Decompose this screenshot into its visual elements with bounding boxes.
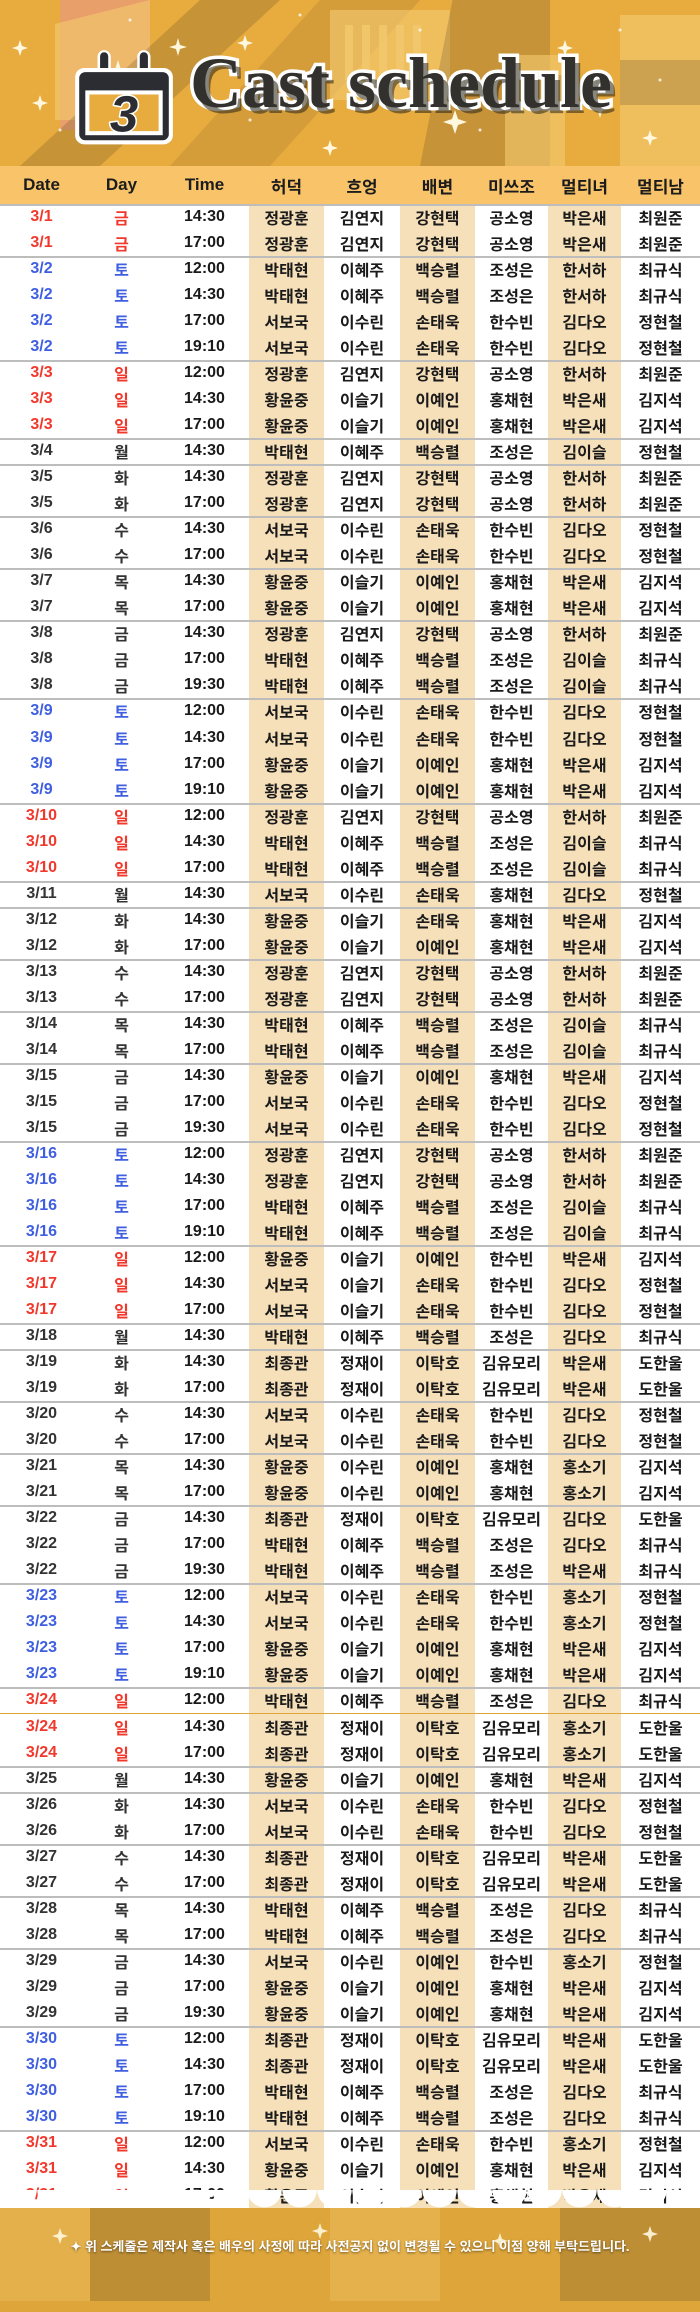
svg-text:3: 3 [110, 86, 138, 143]
